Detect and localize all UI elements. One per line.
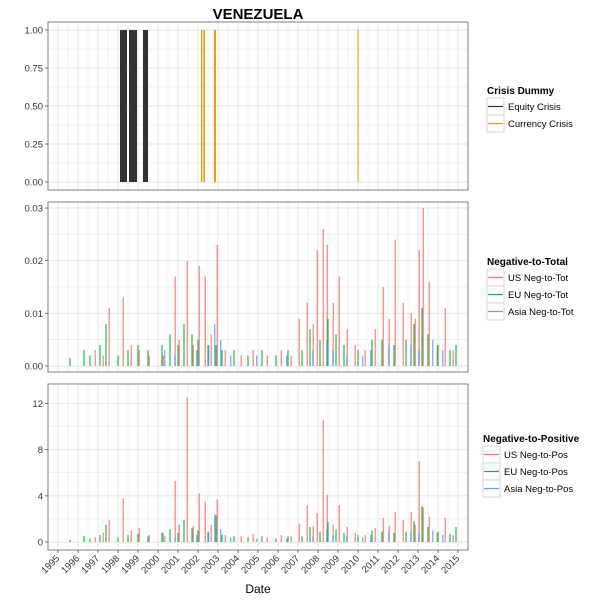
x-tick-label: 2013 <box>399 553 422 576</box>
legend-entry-label: Asia Neg-to-Pos <box>504 484 573 495</box>
x-tick-label: 2001 <box>159 553 182 576</box>
neg-to-pos-panel: 0 4 8 12 <box>32 383 469 551</box>
y-tick-label: 0.75 <box>25 64 44 75</box>
x-tick-label: 2015 <box>439 553 462 576</box>
y-tick-label: 0.00 <box>25 362 44 373</box>
x-axis-label: Date <box>245 582 271 596</box>
x-tick-label: 2008 <box>299 553 322 576</box>
crisis-bar <box>203 30 205 182</box>
crisis-legend: Crisis Dummy Equity Crisis Currency Crisi… <box>486 86 573 133</box>
figure-title: VENEZUELA <box>213 6 304 23</box>
neg-to-pos-y-axis: 0 4 8 12 <box>32 399 48 549</box>
x-tick-label: 1998 <box>99 553 122 576</box>
legend-entry-label: Equity Crisis <box>508 102 561 113</box>
x-tick-label: 2003 <box>199 553 222 576</box>
x-tick-label: 2007 <box>279 553 302 576</box>
neg-to-tot-y-axis: 0.00 0.01 0.02 0.03 <box>25 204 48 373</box>
y-tick-label: 12 <box>32 399 43 410</box>
y-tick-label: 0.03 <box>25 204 44 215</box>
neg-to-tot-gridlines <box>48 202 468 372</box>
crisis-gridlines <box>48 22 468 190</box>
x-tick-label: 1997 <box>79 553 102 576</box>
x-tick-label: 2014 <box>419 553 442 576</box>
x-tick-label: 2004 <box>219 553 242 576</box>
y-tick-label: 0.01 <box>25 309 44 320</box>
neg-to-tot-bars <box>69 208 457 366</box>
crisis-bar <box>201 30 203 182</box>
x-tick-label: 2009 <box>319 553 342 576</box>
neg-to-tot-legend-title: Negative-to-Total <box>487 257 568 268</box>
legend-entry-label: Asia Neg-to-Tot <box>508 307 574 318</box>
y-tick-label: 8 <box>38 445 43 456</box>
x-tick-label: 2012 <box>379 553 402 576</box>
crisis-bar <box>214 30 216 182</box>
legend-entry-label: US Neg-to-Pos <box>504 450 568 461</box>
x-tick-label: 2005 <box>239 553 262 576</box>
y-tick-label: 0.02 <box>25 256 44 267</box>
neg-to-pos-legend-title: Negative-to-Positive <box>483 434 580 445</box>
x-tick-label: 2010 <box>339 553 362 576</box>
x-tick-label: 1996 <box>59 553 82 576</box>
legend-entry-label: EU Neg-to-Tot <box>508 290 569 301</box>
crisis-bar <box>129 30 137 182</box>
x-axis: 1995199619971998199920002001200220032004… <box>39 550 462 576</box>
neg-to-pos-gridlines <box>48 384 468 550</box>
crisis-y-axis: 0.00 0.25 0.50 0.75 1.00 <box>25 26 48 189</box>
crisis-bar <box>357 30 359 182</box>
y-tick-label: 0 <box>38 538 43 549</box>
y-tick-label: 0.25 <box>25 140 44 151</box>
crisis-panel: 0.00 0.25 0.50 0.75 1.00 <box>25 21 469 191</box>
neg-to-tot-legend: Negative-to-Total US Neg-to-Tot EU Neg-to… <box>486 257 574 321</box>
neg-to-tot-panel-border <box>47 201 469 373</box>
y-tick-label: 4 <box>38 491 43 502</box>
y-tick-label: 0.50 <box>25 102 44 113</box>
y-tick-label: 1.00 <box>25 26 44 37</box>
crisis-bars <box>120 30 359 182</box>
x-tick-label: 1995 <box>39 553 62 576</box>
legend-entry-label: EU Neg-to-Pos <box>504 467 568 478</box>
x-tick-label: 1999 <box>119 553 142 576</box>
crisis-legend-title: Crisis Dummy <box>487 86 555 97</box>
legend-entry-label: US Neg-to-Tot <box>508 273 569 284</box>
crisis-bar <box>120 30 127 182</box>
neg-to-pos-bars <box>69 397 457 542</box>
neg-to-tot-panel: 0.00 0.01 0.02 0.03 <box>25 201 469 373</box>
x-tick-label: 2002 <box>179 553 202 576</box>
x-tick-label: 2011 <box>360 553 382 575</box>
neg-to-pos-legend: Negative-to-Positive US Neg-to-Pos EU Neg… <box>482 434 580 498</box>
x-tick-label: 2006 <box>259 553 282 576</box>
x-tick-label: 2000 <box>139 553 162 576</box>
crisis-bar <box>143 30 148 182</box>
y-tick-label: 0.00 <box>25 178 44 189</box>
legend-entry-label: Currency Crisis <box>508 119 573 130</box>
